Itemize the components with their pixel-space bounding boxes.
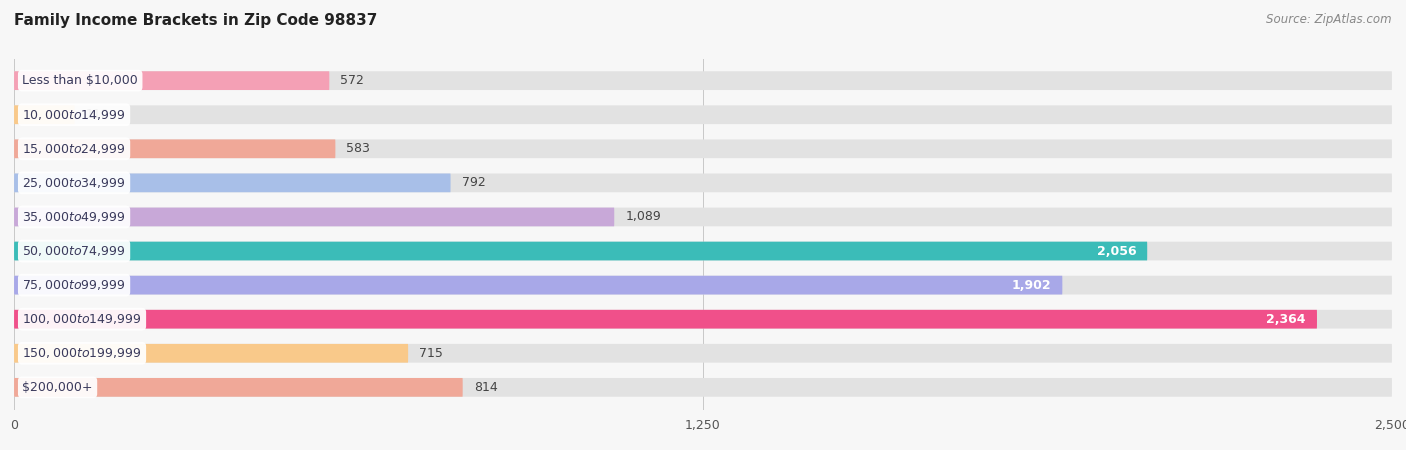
FancyBboxPatch shape [14, 207, 1392, 226]
FancyBboxPatch shape [14, 276, 1392, 294]
Text: Family Income Brackets in Zip Code 98837: Family Income Brackets in Zip Code 98837 [14, 14, 377, 28]
Text: $25,000 to $34,999: $25,000 to $34,999 [22, 176, 125, 190]
FancyBboxPatch shape [14, 344, 1392, 363]
FancyBboxPatch shape [14, 105, 1392, 124]
FancyBboxPatch shape [14, 310, 1317, 328]
FancyBboxPatch shape [14, 71, 329, 90]
FancyBboxPatch shape [14, 174, 1392, 192]
Text: Less than $10,000: Less than $10,000 [22, 74, 138, 87]
FancyBboxPatch shape [14, 71, 1392, 90]
FancyBboxPatch shape [14, 378, 1392, 397]
Text: 814: 814 [474, 381, 498, 394]
Text: Source: ZipAtlas.com: Source: ZipAtlas.com [1267, 14, 1392, 27]
FancyBboxPatch shape [14, 207, 614, 226]
FancyBboxPatch shape [14, 140, 336, 158]
Text: 2,364: 2,364 [1267, 313, 1306, 326]
Text: $150,000 to $199,999: $150,000 to $199,999 [22, 346, 142, 360]
FancyBboxPatch shape [14, 310, 1392, 328]
Text: $15,000 to $24,999: $15,000 to $24,999 [22, 142, 125, 156]
FancyBboxPatch shape [14, 242, 1147, 261]
Text: 110: 110 [86, 108, 110, 121]
Text: $100,000 to $149,999: $100,000 to $149,999 [22, 312, 142, 326]
Text: 572: 572 [340, 74, 364, 87]
Text: 2,056: 2,056 [1097, 244, 1136, 257]
Text: 583: 583 [346, 142, 370, 155]
FancyBboxPatch shape [14, 242, 1392, 261]
FancyBboxPatch shape [14, 140, 1392, 158]
Text: 792: 792 [461, 176, 485, 189]
Text: $75,000 to $99,999: $75,000 to $99,999 [22, 278, 125, 292]
Text: $35,000 to $49,999: $35,000 to $49,999 [22, 210, 125, 224]
Text: $50,000 to $74,999: $50,000 to $74,999 [22, 244, 125, 258]
Text: 1,902: 1,902 [1012, 279, 1052, 292]
FancyBboxPatch shape [14, 276, 1063, 294]
Text: $10,000 to $14,999: $10,000 to $14,999 [22, 108, 125, 122]
Text: 1,089: 1,089 [626, 211, 661, 224]
Text: 715: 715 [419, 347, 443, 360]
FancyBboxPatch shape [14, 174, 450, 192]
FancyBboxPatch shape [14, 105, 75, 124]
FancyBboxPatch shape [14, 378, 463, 397]
FancyBboxPatch shape [14, 344, 408, 363]
Text: $200,000+: $200,000+ [22, 381, 93, 394]
